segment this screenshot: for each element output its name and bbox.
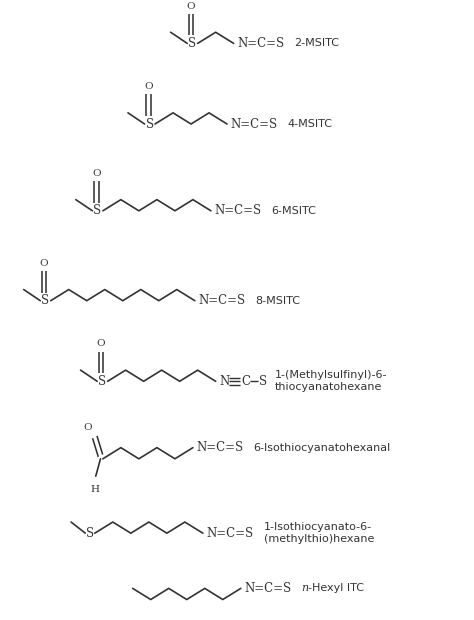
Text: S: S <box>146 118 154 130</box>
Text: 8-MSITC: 8-MSITC <box>255 296 301 306</box>
Text: N=C=S: N=C=S <box>199 294 246 307</box>
Text: -Hexyl ITC: -Hexyl ITC <box>308 583 364 593</box>
Text: N=C=S: N=C=S <box>231 118 278 130</box>
Text: H: H <box>91 485 99 494</box>
Text: N=C=S: N=C=S <box>237 37 284 50</box>
Text: O: O <box>84 423 92 432</box>
Text: n: n <box>301 583 309 593</box>
Text: C: C <box>242 375 251 388</box>
Text: N: N <box>219 375 230 388</box>
Text: 1-(Methylsulfinyl)-6-
thiocyanatohexane: 1-(Methylsulfinyl)-6- thiocyanatohexane <box>274 370 387 392</box>
Text: N=C=S: N=C=S <box>207 527 254 539</box>
Text: S: S <box>86 527 94 539</box>
Text: 1-Isothiocyanato-6-
(methylthio)hexane: 1-Isothiocyanato-6- (methylthio)hexane <box>264 522 374 544</box>
Text: O: O <box>92 169 100 178</box>
Text: N=C=S: N=C=S <box>197 441 244 454</box>
Text: O: O <box>97 339 105 348</box>
Text: S: S <box>259 375 267 388</box>
Text: 6-MSITC: 6-MSITC <box>272 206 317 216</box>
Text: 6-Isothiocyanatohexanal: 6-Isothiocyanatohexanal <box>254 443 391 453</box>
Text: 2-MSITC: 2-MSITC <box>294 38 339 48</box>
Text: N=C=S: N=C=S <box>245 582 292 595</box>
Text: S: S <box>98 375 106 388</box>
Text: S: S <box>93 205 101 217</box>
Text: N=C=S: N=C=S <box>215 205 262 217</box>
Text: O: O <box>144 82 153 91</box>
Text: O: O <box>187 1 195 11</box>
Text: 4-MSITC: 4-MSITC <box>288 119 333 129</box>
Text: S: S <box>41 294 49 307</box>
Text: S: S <box>188 37 196 50</box>
Text: O: O <box>40 259 48 268</box>
